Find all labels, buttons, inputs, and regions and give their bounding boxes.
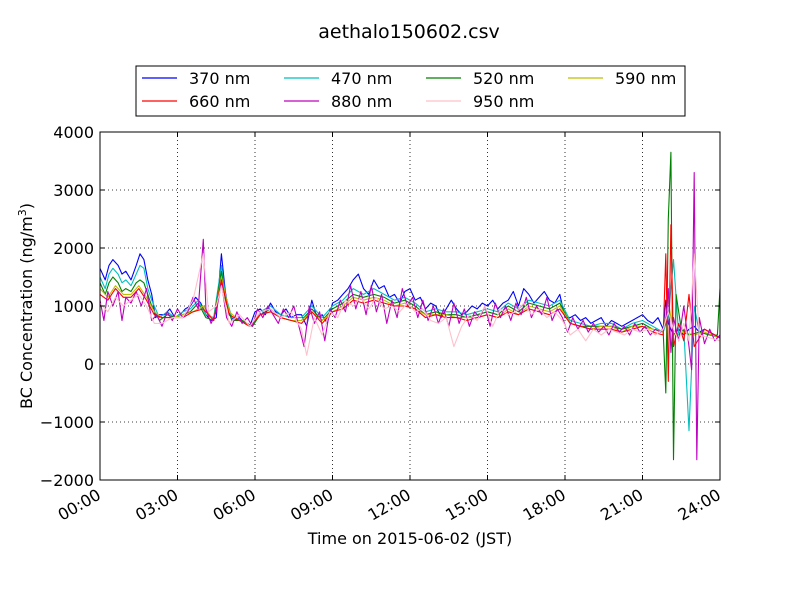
x-tick-label: 00:00: [55, 485, 104, 525]
x-tick-label: 12:00: [365, 485, 414, 525]
x-tick-label: 21:00: [597, 485, 646, 525]
chart-title: aethalo150602.csv: [318, 21, 500, 43]
y-axis-label-superscript: 3: [16, 209, 29, 216]
series-line: [99, 172, 721, 461]
legend-label: 880 nm: [331, 92, 392, 111]
x-tick-label: 24:00: [675, 485, 724, 525]
y-axis-label-main: BC Concentration (ng/m: [17, 216, 36, 409]
legend: 370 nm 470 nm 520 nm 590 nm 660 nm 880 nm 950 …: [135, 65, 686, 117]
grid: [100, 132, 720, 480]
x-tick-label: 06:00: [210, 485, 259, 525]
series-line: [99, 253, 721, 339]
legend-label: 470 nm: [331, 69, 392, 88]
y-tick-label: 1000: [53, 297, 94, 316]
legend-label: 370 nm: [189, 69, 250, 88]
y-axis-label: BC Concentration (ng/m3): [16, 203, 37, 409]
legend-label: 520 nm: [473, 69, 534, 88]
series-line: [99, 253, 721, 356]
legend-label: 660 nm: [189, 92, 250, 111]
ticks: −2000 −1000 0 1000 2000 3000 4000 00:00 03:00 06:…: [40, 123, 724, 525]
y-tick-label: 0: [84, 355, 94, 374]
plot-area: [99, 151, 721, 461]
x-tick-label: 15:00: [442, 485, 491, 525]
x-tick-label: 18:00: [520, 485, 569, 525]
y-tick-label: 3000: [53, 181, 94, 200]
legend-label: 590 nm: [615, 69, 676, 88]
series-line: [99, 224, 721, 382]
x-axis-label: Time on 2015-06-02 (JST): [307, 529, 512, 548]
y-tick-label: 4000: [53, 123, 94, 142]
series-line: [99, 259, 721, 432]
y-axis-label-suffix: ): [17, 203, 36, 209]
x-tick-label: 03:00: [132, 485, 181, 525]
legend-box: [135, 65, 686, 117]
legend-items: 370 nm 470 nm 520 nm 590 nm 660 nm 880 nm 950 …: [142, 69, 676, 111]
y-tick-label: −1000: [40, 413, 94, 432]
y-tick-label: −2000: [40, 471, 94, 490]
y-tick-label: 2000: [53, 239, 94, 258]
legend-label: 950 nm: [473, 92, 534, 111]
x-tick-label: 09:00: [287, 485, 336, 525]
